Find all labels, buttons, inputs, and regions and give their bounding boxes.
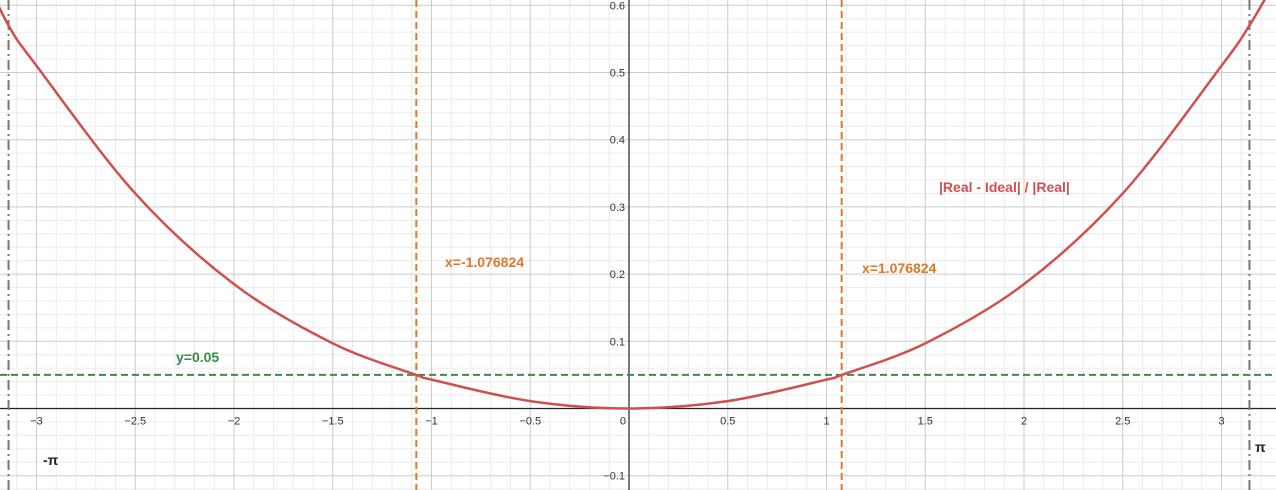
y-tick-label: 0.1 xyxy=(610,336,625,348)
x-tick-label: 0.5 xyxy=(720,416,735,428)
y-tick-label: −0.1 xyxy=(603,471,625,483)
x-tick-label: −2.5 xyxy=(124,416,146,428)
x-tick-label: 1.5 xyxy=(918,416,933,428)
x-tick-label: 2 xyxy=(1021,416,1027,428)
y-tick-label: 0.2 xyxy=(610,269,625,281)
curves xyxy=(0,0,1266,410)
x-tick-label: −1.5 xyxy=(322,416,344,428)
series-curve xyxy=(0,0,1266,410)
y-tick-label: 0.5 xyxy=(610,68,625,80)
y-tick-label: 0.4 xyxy=(610,135,625,147)
x-tick-label: −0.5 xyxy=(519,416,541,428)
curve-label: |Real - Ideal| / |Real| xyxy=(939,179,1070,195)
x-tick-label: 0 xyxy=(620,416,626,428)
tick-labels: −3 −2.5 −2 −1.5 −1 −0.5 0 0.5 1 1.5 2 2.5 3 −0.1 0.1 0.… xyxy=(30,0,1224,482)
pi-label: π xyxy=(1255,439,1266,455)
horizontal-line-label: y=0.05 xyxy=(176,349,219,365)
x-tick-label: 3 xyxy=(1218,416,1224,428)
y-tick-label: 0.6 xyxy=(610,0,625,12)
x-tick-label: −3 xyxy=(30,416,43,428)
x-tick-label: −1 xyxy=(425,416,438,428)
x-tick-label: 2.5 xyxy=(1115,416,1130,428)
x-tick-label: −2 xyxy=(228,416,241,428)
right-vertical-line-label: x=1.076824 xyxy=(862,260,937,276)
x-tick-label: 1 xyxy=(823,416,829,428)
neg-pi-label: -π xyxy=(43,452,59,468)
left-vertical-line-label: x=-1.076824 xyxy=(445,254,524,270)
y-tick-label: 0.3 xyxy=(610,202,625,214)
